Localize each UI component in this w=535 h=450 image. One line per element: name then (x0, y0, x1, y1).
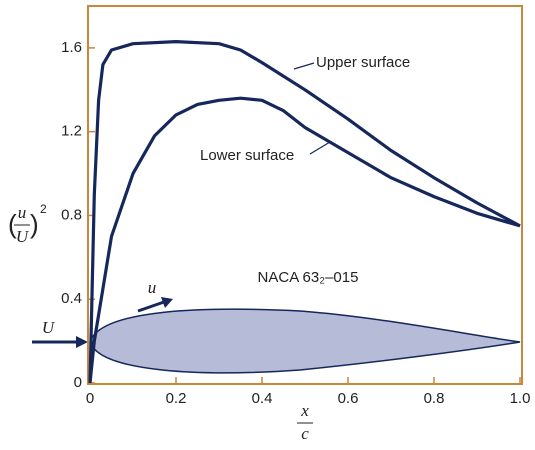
local-label: u (148, 278, 157, 297)
y-tick-label: 1.6 (61, 39, 82, 56)
paren: ( (8, 209, 17, 239)
y-label-exp: 2 (40, 202, 47, 216)
x-label-num: x (300, 401, 309, 420)
y-tick-label: 0 (74, 374, 82, 391)
x-tick-label: 0.6 (338, 390, 359, 407)
y-label-den: U (16, 227, 30, 246)
y-tick-label: 1.2 (61, 123, 82, 140)
x-label-den: c (301, 424, 309, 443)
x-tick-label: 0.2 (166, 390, 187, 407)
plot-frame (87, 5, 523, 385)
y-label-num: u (18, 203, 27, 222)
leader (309, 141, 331, 155)
legend-label: Upper surface (316, 54, 410, 71)
y-tick-label: 0.4 (61, 290, 82, 307)
x-tick-label: 0.8 (424, 390, 445, 407)
leader (293, 62, 315, 70)
legend-label: Lower surface (200, 147, 294, 164)
series-line (88, 40, 521, 384)
local-arrow (137, 300, 165, 313)
airfoil-label: NACA 63₂–015 (258, 269, 359, 286)
x-tick-label: 0.4 (252, 390, 273, 407)
freestream-label: U (42, 318, 56, 337)
y-tick-label: 0.8 (61, 206, 82, 223)
arrow-head (76, 336, 88, 348)
paren: ) (30, 209, 39, 239)
series-line (88, 96, 521, 384)
airfoil (89, 308, 521, 374)
x-tick-label: 0 (86, 390, 94, 407)
x-tick-label: 1.0 (510, 390, 531, 407)
arrow-head (161, 297, 173, 308)
